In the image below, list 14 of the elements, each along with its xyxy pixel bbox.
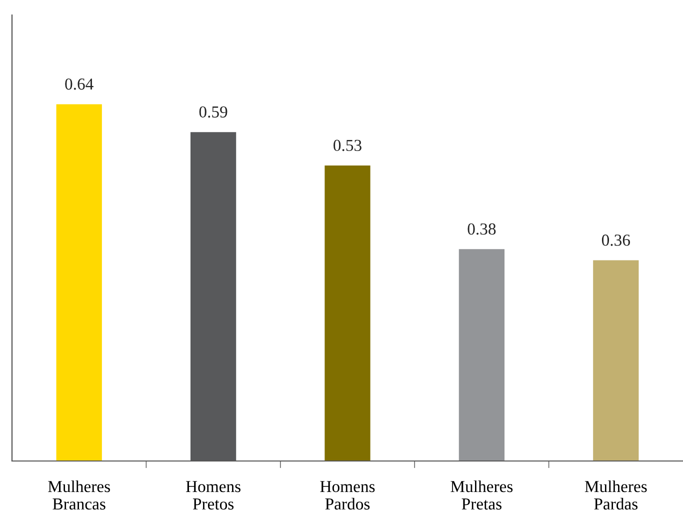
x-tick-label: Mulheres Pretas <box>450 480 513 510</box>
bar <box>458 249 505 461</box>
x-tick-label: Mulheres Pardas <box>584 480 647 510</box>
data-label: 0.64 <box>65 78 94 90</box>
data-label: 0.53 <box>334 140 362 152</box>
bar <box>56 104 102 461</box>
x-tick-label: Homens Pretos <box>186 481 240 510</box>
data-label: 0.59 <box>199 106 228 118</box>
x-tick-label: Mulheres Brancas <box>48 480 110 510</box>
data-label: 0.38 <box>468 223 496 235</box>
x-tick-label: Homens Pardos <box>320 481 375 510</box>
bar <box>324 166 370 461</box>
bar <box>593 260 639 461</box>
data-label: 0.36 <box>602 234 630 246</box>
